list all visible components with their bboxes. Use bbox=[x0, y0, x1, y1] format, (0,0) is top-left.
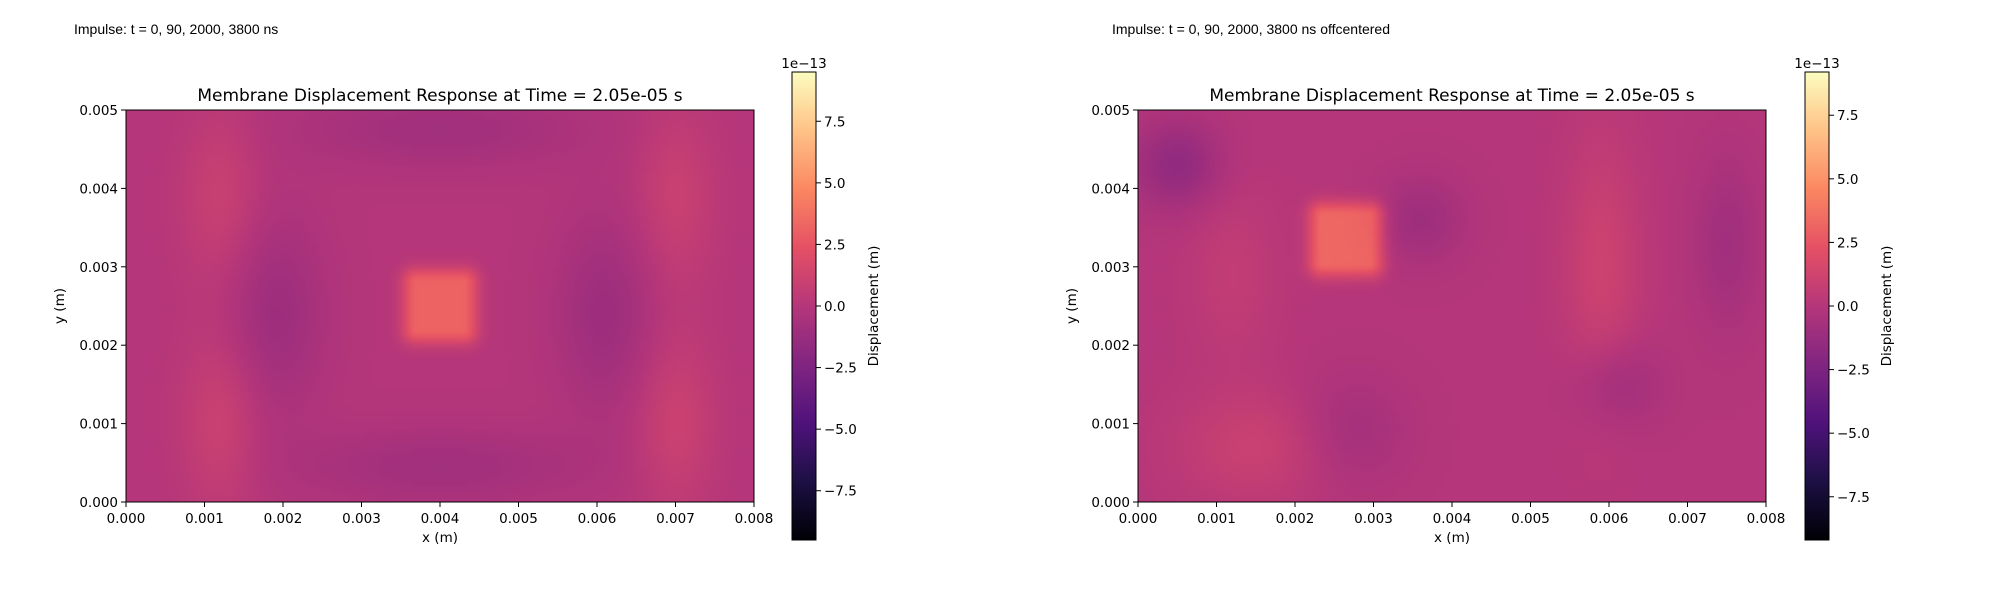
caption-right: Impulse: t = 0, 90, 2000, 3800 ns offcen… bbox=[1112, 21, 1390, 37]
x-tick-label: 0.006 bbox=[578, 511, 617, 527]
heatmap-image bbox=[126, 110, 754, 502]
colorbar-tick-label: 0.0 bbox=[824, 299, 845, 315]
x-tick-label: 0.004 bbox=[421, 511, 460, 527]
colorbar-tick-label: −2.5 bbox=[824, 361, 857, 377]
colorbar-tick-label: −5.0 bbox=[824, 422, 857, 438]
colorbar-tick-label: −5.0 bbox=[1837, 426, 1870, 442]
chart-panel-1: Membrane Displacement Response at Time =… bbox=[1064, 56, 1895, 546]
chart-title: Membrane Displacement Response at Time =… bbox=[197, 86, 682, 106]
x-tick-label: 0.008 bbox=[1747, 511, 1786, 527]
colorbar-exponent: 1e−13 bbox=[1794, 56, 1839, 72]
caption-left: Impulse: t = 0, 90, 2000, 3800 ns bbox=[74, 21, 279, 37]
x-tick-label: 0.000 bbox=[1119, 511, 1158, 527]
y-tick-label: 0.000 bbox=[79, 495, 118, 511]
chart-panel-0: Membrane Displacement Response at Time =… bbox=[52, 56, 882, 546]
x-axis-label: x (m) bbox=[1434, 530, 1470, 546]
colorbar-tick-label: 5.0 bbox=[1837, 172, 1858, 188]
colorbar-tick-label: 2.5 bbox=[824, 237, 845, 253]
x-tick-label: 0.007 bbox=[656, 511, 695, 527]
y-axis-label: y (m) bbox=[52, 288, 68, 324]
colorbar-tick-label: 2.5 bbox=[1837, 235, 1858, 251]
x-tick-label: 0.007 bbox=[1668, 511, 1707, 527]
y-axis-label: y (m) bbox=[1064, 288, 1080, 324]
colorbar-tick-label: −7.5 bbox=[1837, 490, 1870, 506]
y-tick-label: 0.004 bbox=[1091, 181, 1130, 197]
y-tick-label: 0.000 bbox=[1091, 495, 1130, 511]
colorbar-label: Displacement (m) bbox=[866, 246, 882, 367]
x-tick-label: 0.002 bbox=[1276, 511, 1315, 527]
y-tick-label: 0.001 bbox=[79, 417, 118, 433]
colorbar-tick-label: 5.0 bbox=[824, 176, 845, 192]
x-tick-label: 0.001 bbox=[1197, 511, 1236, 527]
x-tick-label: 0.004 bbox=[1433, 511, 1472, 527]
y-tick-label: 0.002 bbox=[79, 338, 118, 354]
x-tick-label: 0.005 bbox=[499, 511, 538, 527]
y-tick-label: 0.003 bbox=[79, 260, 118, 276]
chart-title: Membrane Displacement Response at Time =… bbox=[1209, 86, 1694, 106]
x-tick-label: 0.003 bbox=[342, 511, 381, 527]
colorbar-tick-label: −2.5 bbox=[1837, 363, 1870, 379]
colorbar bbox=[791, 71, 817, 541]
y-tick-label: 0.002 bbox=[1091, 338, 1130, 354]
colorbar-exponent: 1e−13 bbox=[781, 56, 826, 72]
x-tick-label: 0.008 bbox=[735, 511, 774, 527]
y-tick-label: 0.003 bbox=[1091, 260, 1130, 276]
x-tick-label: 0.006 bbox=[1590, 511, 1629, 527]
x-tick-label: 0.003 bbox=[1354, 511, 1393, 527]
x-tick-label: 0.001 bbox=[185, 511, 224, 527]
colorbar bbox=[1804, 71, 1830, 541]
y-tick-label: 0.001 bbox=[1091, 417, 1130, 433]
x-axis-label: x (m) bbox=[422, 530, 458, 546]
y-tick-label: 0.005 bbox=[79, 103, 118, 119]
x-tick-label: 0.005 bbox=[1511, 511, 1550, 527]
x-tick-label: 0.000 bbox=[107, 511, 146, 527]
x-tick-label: 0.002 bbox=[264, 511, 303, 527]
y-tick-label: 0.005 bbox=[1091, 103, 1130, 119]
colorbar-tick-label: 7.5 bbox=[1837, 108, 1858, 124]
y-tick-label: 0.004 bbox=[79, 181, 118, 197]
colorbar-label: Displacement (m) bbox=[1879, 246, 1895, 367]
colorbar-tick-label: 0.0 bbox=[1837, 299, 1858, 315]
heatmap-image bbox=[1138, 110, 1766, 502]
colorbar-tick-label: −7.5 bbox=[824, 484, 857, 500]
colorbar-tick-label: 7.5 bbox=[824, 114, 845, 130]
